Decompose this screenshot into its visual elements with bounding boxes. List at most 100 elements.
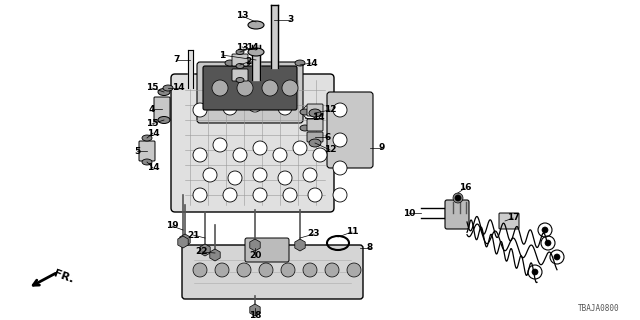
Ellipse shape — [309, 109, 321, 117]
Circle shape — [215, 263, 229, 277]
Text: 15: 15 — [146, 119, 158, 129]
Circle shape — [273, 148, 287, 162]
Text: 15: 15 — [146, 84, 158, 92]
FancyBboxPatch shape — [197, 62, 303, 123]
Circle shape — [253, 188, 267, 202]
FancyBboxPatch shape — [171, 74, 334, 212]
Text: 14: 14 — [172, 84, 184, 92]
Circle shape — [303, 263, 317, 277]
Text: 12: 12 — [324, 106, 336, 115]
Ellipse shape — [225, 60, 235, 66]
Circle shape — [333, 103, 347, 117]
Circle shape — [347, 263, 361, 277]
Text: 12: 12 — [324, 146, 336, 155]
Ellipse shape — [309, 139, 321, 147]
Circle shape — [193, 148, 207, 162]
Ellipse shape — [236, 77, 244, 83]
Text: 1: 1 — [219, 51, 225, 60]
Ellipse shape — [300, 125, 310, 131]
Circle shape — [193, 188, 207, 202]
Text: TBAJA0800: TBAJA0800 — [579, 304, 620, 313]
Text: 17: 17 — [507, 213, 519, 222]
Circle shape — [203, 168, 217, 182]
Circle shape — [542, 227, 548, 233]
Circle shape — [259, 263, 273, 277]
Circle shape — [532, 269, 538, 275]
Ellipse shape — [300, 109, 310, 115]
FancyBboxPatch shape — [245, 238, 289, 262]
Text: 11: 11 — [346, 228, 358, 236]
Text: 16: 16 — [459, 183, 471, 193]
Text: 13: 13 — [236, 12, 248, 20]
Circle shape — [193, 103, 207, 117]
FancyBboxPatch shape — [203, 66, 297, 110]
Circle shape — [237, 263, 251, 277]
Text: 14: 14 — [246, 44, 259, 52]
Circle shape — [313, 148, 327, 162]
Circle shape — [293, 141, 307, 155]
Ellipse shape — [248, 21, 264, 29]
Text: FR.: FR. — [52, 269, 75, 285]
Ellipse shape — [142, 135, 152, 141]
Circle shape — [333, 133, 347, 147]
Text: 10: 10 — [403, 209, 415, 218]
Circle shape — [333, 161, 347, 175]
FancyBboxPatch shape — [307, 104, 323, 116]
Circle shape — [253, 141, 267, 155]
Ellipse shape — [236, 50, 244, 54]
FancyBboxPatch shape — [139, 141, 155, 161]
Ellipse shape — [142, 159, 152, 165]
Circle shape — [193, 263, 207, 277]
Ellipse shape — [236, 63, 244, 68]
Text: 22: 22 — [196, 247, 208, 257]
Circle shape — [237, 80, 253, 96]
Circle shape — [212, 80, 228, 96]
Ellipse shape — [240, 60, 250, 66]
Text: 23: 23 — [308, 229, 320, 238]
FancyBboxPatch shape — [445, 200, 469, 229]
Text: 4: 4 — [149, 105, 155, 114]
Circle shape — [262, 80, 278, 96]
FancyBboxPatch shape — [307, 119, 323, 131]
Circle shape — [278, 101, 292, 115]
FancyBboxPatch shape — [154, 97, 170, 121]
Text: 19: 19 — [166, 221, 179, 230]
Text: 2: 2 — [245, 58, 251, 67]
Circle shape — [333, 188, 347, 202]
Text: 3: 3 — [287, 15, 293, 25]
FancyBboxPatch shape — [232, 54, 248, 66]
Circle shape — [554, 254, 560, 260]
FancyBboxPatch shape — [307, 132, 323, 142]
Circle shape — [213, 138, 227, 152]
Circle shape — [248, 98, 262, 112]
Circle shape — [228, 171, 242, 185]
Text: 21: 21 — [187, 230, 199, 239]
Circle shape — [545, 240, 551, 246]
Circle shape — [253, 168, 267, 182]
Text: 7: 7 — [174, 55, 180, 65]
Text: 8: 8 — [367, 244, 373, 252]
Ellipse shape — [295, 60, 305, 66]
Circle shape — [308, 188, 322, 202]
FancyBboxPatch shape — [499, 213, 519, 229]
Text: 14: 14 — [147, 164, 159, 172]
Text: 9: 9 — [379, 143, 385, 153]
FancyBboxPatch shape — [182, 245, 363, 299]
Circle shape — [278, 171, 292, 185]
Circle shape — [453, 193, 463, 203]
Ellipse shape — [248, 48, 264, 56]
Text: 14: 14 — [305, 59, 317, 68]
Circle shape — [455, 195, 461, 201]
Text: 14: 14 — [312, 114, 324, 123]
Circle shape — [223, 188, 237, 202]
Ellipse shape — [163, 85, 173, 91]
Text: 5: 5 — [134, 147, 140, 156]
Circle shape — [303, 105, 317, 119]
Ellipse shape — [158, 116, 170, 124]
Circle shape — [282, 80, 298, 96]
Circle shape — [325, 263, 339, 277]
Circle shape — [223, 101, 237, 115]
Text: 14: 14 — [147, 129, 159, 138]
Circle shape — [233, 148, 247, 162]
Circle shape — [281, 263, 295, 277]
